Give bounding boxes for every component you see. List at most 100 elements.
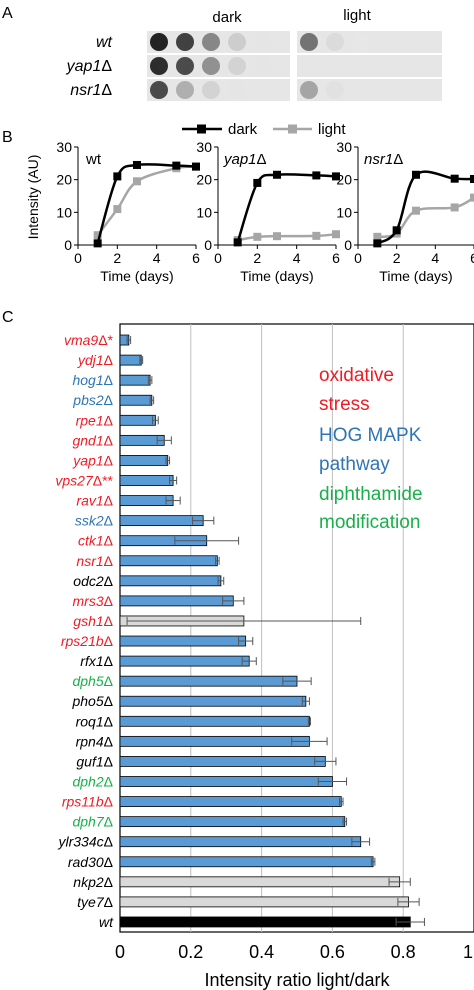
x-axis-label: Time (days) [379, 268, 452, 284]
y-tick-label: 0 [64, 237, 72, 253]
x-axis-label: Time (days) [240, 268, 313, 284]
y-tick-label: 30 [196, 139, 212, 155]
bar [119, 555, 218, 567]
series-line-light [377, 196, 474, 239]
category-label: mrs3Δ [73, 593, 113, 609]
series-line-light [96, 165, 197, 236]
data-point-light [253, 232, 262, 241]
category-label: rav1Δ [76, 493, 113, 509]
category-label: dph2Δ [72, 774, 113, 790]
bar [119, 515, 204, 527]
bar [119, 595, 234, 607]
colony-spot [176, 57, 194, 75]
bar [119, 836, 362, 848]
data-point-light [412, 206, 420, 215]
bar [119, 475, 174, 486]
plot-frame [119, 323, 474, 933]
condition-light-label: light [343, 7, 371, 24]
category-label: ydj1Δ [77, 352, 113, 368]
bar [119, 715, 310, 727]
data-point-dark [470, 175, 474, 184]
y-tick-label: 20 [196, 172, 212, 188]
bar [119, 916, 411, 928]
panel-c-legend: oxidative stress HOG MAPK pathway diphthamid… [319, 365, 423, 533]
bar [119, 776, 333, 787]
data-point-light [450, 203, 459, 212]
y-tick-label: 20 [336, 172, 352, 188]
colony-spot [202, 57, 220, 75]
y-tick-label: 20 [56, 172, 72, 188]
series-line-dark [236, 173, 337, 243]
x-tick-label: 4 [153, 250, 161, 266]
y-tick-label: 30 [336, 139, 352, 155]
category-label: ctk1Δ [78, 533, 113, 549]
colony-spot [176, 33, 194, 51]
x-tick-label: 6 [332, 250, 340, 266]
x-tick-label: 0.6 [320, 942, 345, 962]
x-tick-label: 0.4 [249, 942, 274, 962]
category-label: ssk2Δ [75, 513, 113, 529]
bar [119, 735, 310, 747]
y-tick-label: 10 [56, 204, 72, 220]
bar [119, 455, 169, 466]
data-point-light [373, 232, 382, 241]
legend-dark-marker [197, 124, 206, 134]
panel-a: A dark light wt yap1Δ nsr1Δ [2, 5, 442, 101]
data-point-dark [312, 171, 321, 180]
y-tick-label: 0 [344, 237, 352, 253]
category-label: nkp2Δ [73, 874, 113, 890]
colony-spot [202, 33, 220, 51]
category-label: pho5Δ [71, 693, 113, 709]
data-point-light [312, 231, 321, 240]
panel-c-x-axis-label: Intensity ratio light/dark [204, 970, 390, 990]
spot-plates: wt yap1Δ nsr1Δ [66, 31, 442, 101]
x-tick-label: 0 [115, 942, 125, 962]
legend-dark-text: dark [228, 121, 258, 138]
x-tick-label: 1 [463, 942, 473, 962]
x-axis-label: Time (days) [100, 268, 173, 284]
category-label: vps27Δ** [55, 473, 113, 489]
bar [119, 394, 153, 406]
colony-spot [150, 81, 168, 99]
category-label: hog1Δ [72, 372, 113, 388]
legend-light-marker [288, 124, 297, 134]
panel-a-label: A [2, 5, 13, 22]
bar [119, 876, 401, 888]
x-tick-label: 4 [431, 250, 439, 266]
category-label: rad30Δ [68, 854, 113, 870]
colony-spot [300, 81, 318, 99]
bar [119, 816, 346, 828]
data-point-dark [133, 160, 141, 169]
bar [119, 575, 222, 587]
x-tick-label: 2 [113, 250, 121, 266]
colony-spot [202, 81, 220, 99]
panel-b-legend: dark light [182, 121, 346, 138]
category-label: yap1Δ [72, 452, 113, 468]
colony-spot [254, 33, 272, 51]
y-tick-label: 0 [204, 237, 212, 253]
category-label: rps11bΔ [62, 794, 113, 810]
x-tick-label: 0 [214, 250, 222, 266]
category-label: tye7Δ [77, 894, 113, 910]
colony-spot [326, 81, 344, 99]
data-point-dark [273, 170, 281, 179]
category-label: roq1Δ [76, 713, 113, 729]
colony-spot [254, 57, 272, 75]
x-tick-label: 2 [393, 250, 401, 266]
category-label: dph7Δ [72, 814, 113, 830]
data-point-dark [172, 161, 181, 170]
category-label: guf1Δ [76, 753, 113, 769]
legend-text: diphthamide [319, 484, 423, 505]
data-point-dark [332, 172, 340, 181]
x-tick-label: 6 [470, 250, 474, 266]
plate-strip [297, 55, 442, 77]
x-tick-label: 0 [354, 250, 362, 266]
panel-c: C 0 0.2 0.4 0.6 0.8 1 vma9Δ* ydj1Δ hog1Δ pbs2Δ rpe… [2, 309, 474, 990]
data-point-dark [113, 172, 122, 181]
bar [119, 495, 174, 506]
data-point-dark [373, 239, 382, 248]
legend-text: HOG MAPK [319, 425, 422, 446]
